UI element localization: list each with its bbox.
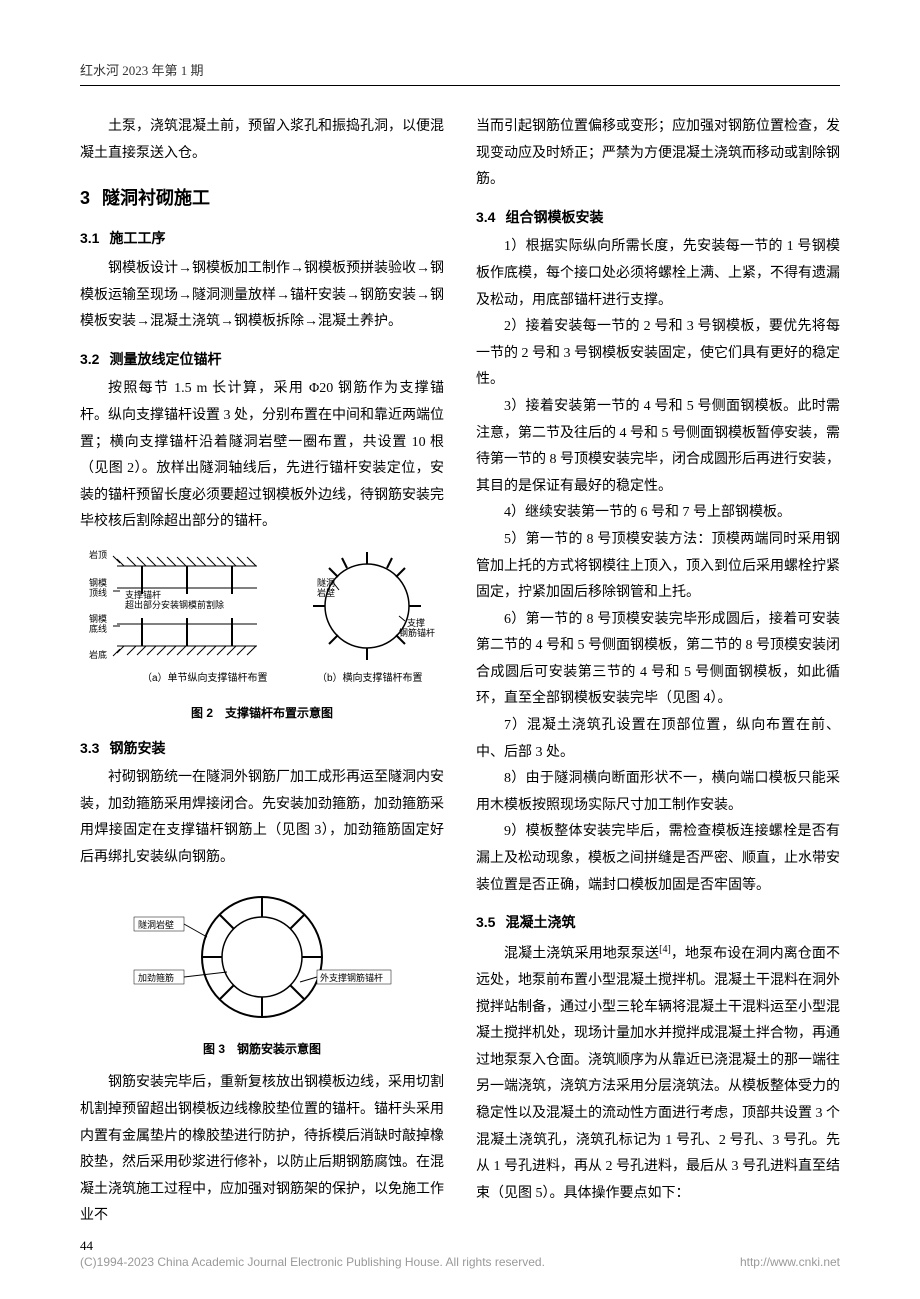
figure-3-svg: 隧洞岩壁 加劲箍筋 外支撑钢筋锚杆 <box>132 882 392 1032</box>
diagram-label: 钢模 <box>89 613 107 624</box>
section-heading-3: 3 隧洞衬砌施工 <box>80 181 444 215</box>
diagram-label: 超出部分安装钢模前割除 <box>125 599 224 610</box>
figure-sub-caption-a: （a）单节纵向支撑锚杆布置 <box>142 671 268 684</box>
list-item: 3）接着安装第一节的 4 号和 5 号侧面钢模板。此时需注意，第二节及往后的 4… <box>476 394 840 500</box>
page-footer: (C)1994-2023 China Academic Journal Elec… <box>80 1255 840 1269</box>
paragraph: 当而引起钢筋位置偏移或变形；应加强对钢筋位置检查，发现变动应及时矫正；严禁为方便… <box>476 114 840 194</box>
list-item: 8）由于隧洞横向断面形状不一，横向端口模板只能采用木模板按照现场实际尺寸加工制作… <box>476 766 840 819</box>
diagram-label: 隧洞 <box>317 577 335 588</box>
diagram-label: 钢筋锚杆 <box>399 627 435 638</box>
list-item: 7）混凝土浇筑孔设置在顶部位置，纵向布置在前、中、后部 3 处。 <box>476 713 840 766</box>
paragraph: 钢筋安装完毕后，重新复核放出钢模板边线，采用切割机割掉预留超出钢模板边线橡胶垫位… <box>80 1070 444 1230</box>
heading-title: 隧洞衬砌施工 <box>102 188 210 208</box>
diagram-label: 支撑锚杆 <box>125 589 161 600</box>
diagram-label: 岩壁 <box>317 587 335 598</box>
footer-url: http://www.cnki.net <box>740 1255 840 1269</box>
heading-number: 3.3 <box>80 740 99 756</box>
right-column: 当而引起钢筋位置偏移或变形；应加强对钢筋位置检查，发现变动应及时矫正；严禁为方便… <box>476 114 840 1259</box>
heading-number: 3.4 <box>476 209 495 225</box>
diagram-label: 底线 <box>89 623 107 634</box>
heading-number: 3.5 <box>476 914 495 930</box>
subsection-heading: 3.4 组合钢模板安装 <box>476 204 840 231</box>
heading-number: 3 <box>80 188 90 208</box>
heading-title: 组合钢模板安装 <box>505 209 603 225</box>
left-column: 土泵，浇筑混凝土前，预留入浆孔和振捣孔洞，以便混凝土直接泵送入仓。 3 隧洞衬砌施… <box>80 114 444 1259</box>
diagram-label: 岩底 <box>89 649 107 660</box>
list-item: 5）第一节的 8 号顶模安装方法：顶模两端同时采用钢管加上托的方式将钢模往上顶入… <box>476 527 840 607</box>
list-item: 9）模板整体安装完毕后，需检查模板连接螺栓是否有漏上及松动现象，模板之间拼缝是否… <box>476 819 840 899</box>
list-item: 1）根据实际纵向所需长度，先安装每一节的 1 号钢模板作底模，每个接口处必须将螺… <box>476 234 840 314</box>
diagram-label: 岩顶 <box>89 549 107 560</box>
paragraph: 按照每节 1.5 m 长计算，采用 Φ20 钢筋作为支撑锚杆。纵向支撑锚杆设置 … <box>80 376 444 536</box>
diagram-label: 外支撑钢筋锚杆 <box>320 972 383 983</box>
figure-2: 岩顶 钢模 顶线 钢模 底线 岩底 支撑锚杆 超出部分安装钢模前割除 <box>80 546 444 725</box>
heading-number: 3.1 <box>80 230 99 246</box>
subsection-heading: 3.1 施工工序 <box>80 225 444 252</box>
diagram-label: 支撑 <box>407 617 425 628</box>
figure-2-caption: 图 2 支撑锚杆布置示意图 <box>80 702 444 725</box>
heading-title: 施工工序 <box>109 230 165 246</box>
subsection-heading: 3.5 混凝土浇筑 <box>476 909 840 936</box>
list-item: 4）继续安装第一节的 6 号和 7 号上部钢模板。 <box>476 500 840 527</box>
subsection-heading: 3.3 钢筋安装 <box>80 735 444 762</box>
diagram-label: 隧洞岩壁 <box>138 919 174 930</box>
heading-title: 混凝土浇筑 <box>505 914 575 930</box>
diagram-label: 加劲箍筋 <box>138 972 174 983</box>
figure-3: 隧洞岩壁 加劲箍筋 外支撑钢筋锚杆 图 3 钢筋安装示意图 <box>80 882 444 1061</box>
text-span: 混凝土浇筑采用地泵泵送 <box>504 946 659 961</box>
figure-sub-caption-b: （b）横向支撑锚杆布置 <box>317 671 423 684</box>
list-item: 6）第一节的 8 号顶模安装完毕形成圆后，接着可安装第二节的 4 号和 5 号侧… <box>476 607 840 713</box>
paragraph: 衬砌钢筋统一在隧洞外钢筋厂加工成形再运至隧洞内安装，加劲箍筋采用焊接闭合。先安装… <box>80 765 444 871</box>
heading-title: 测量放线定位锚杆 <box>109 351 221 367</box>
footer-copyright: (C)1994-2023 China Academic Journal Elec… <box>80 1255 545 1269</box>
subsection-heading: 3.2 测量放线定位锚杆 <box>80 346 444 373</box>
journal-header: 红水河 2023 年第 1 期 <box>80 60 840 86</box>
text-span: ，地泵布设在洞内离仓面不远处，地泵前布置小型混凝土搅拌机。混凝土干混料在洞外搅拌… <box>476 946 840 1200</box>
paragraph: 土泵，浇筑混凝土前，预留入浆孔和振捣孔洞，以便混凝土直接泵送入仓。 <box>80 114 444 167</box>
list-item: 2）接着安装每一节的 2 号和 3 号钢模板，要优先将每一节的 2 号和 3 号… <box>476 314 840 394</box>
paragraph: 钢模板设计→钢模板加工制作→钢模板预拼装验收→钢模板运输至现场→隧洞测量放样→锚… <box>80 256 444 336</box>
heading-number: 3.2 <box>80 351 99 367</box>
figure-3-caption: 图 3 钢筋安装示意图 <box>80 1038 444 1061</box>
citation-ref: [4] <box>659 944 671 955</box>
paragraph: 混凝土浇筑采用地泵泵送[4]，地泵布设在洞内离仓面不远处，地泵前布置小型混凝土搅… <box>476 940 840 1208</box>
diagram-label: 钢模 <box>89 577 107 588</box>
figure-2-svg: 岩顶 钢模 顶线 钢模 底线 岩底 支撑锚杆 超出部分安装钢模前割除 <box>87 546 437 696</box>
heading-title: 钢筋安装 <box>109 740 165 756</box>
diagram-label: 顶线 <box>89 587 107 598</box>
